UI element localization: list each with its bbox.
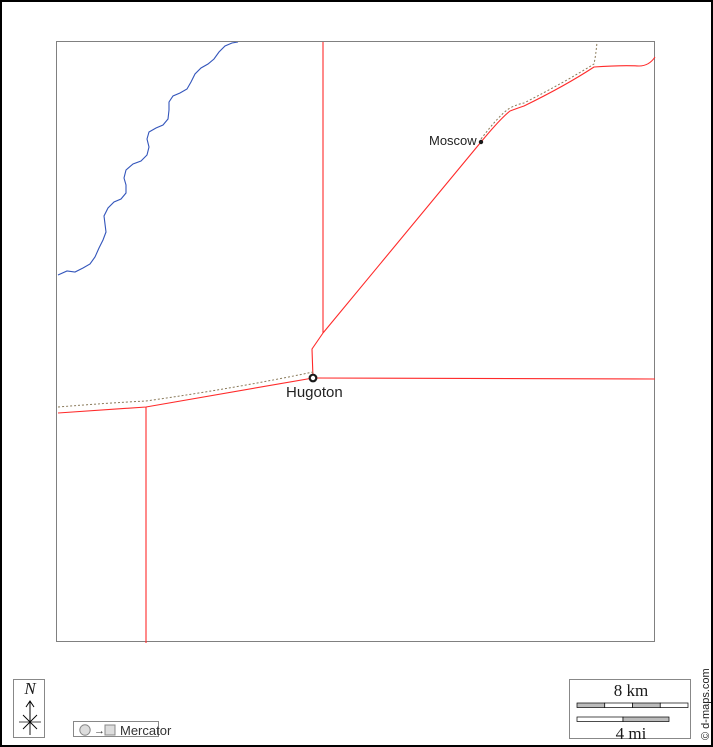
svg-text:→: →: [94, 725, 105, 737]
